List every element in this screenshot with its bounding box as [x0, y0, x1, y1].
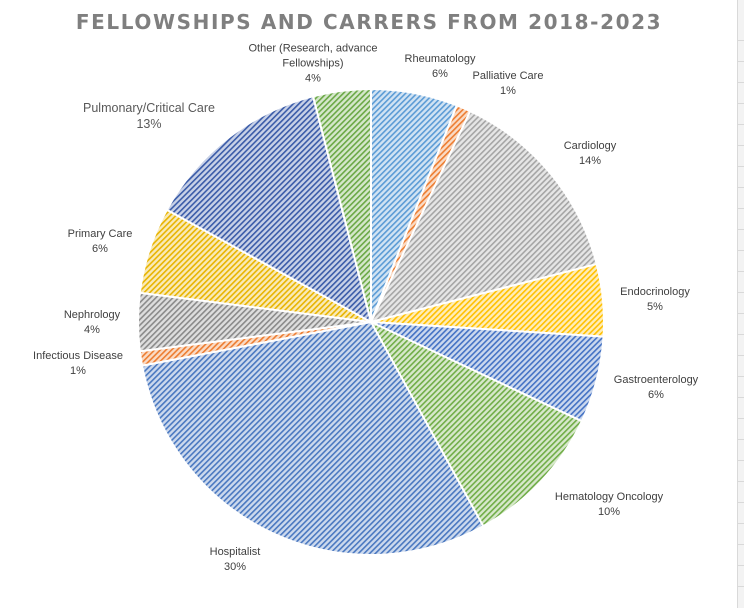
slice-label-gastroenterology-name: Gastroenterology — [613, 374, 699, 386]
pie-slice-other-research-advance-fellowships — [311, 87, 372, 323]
slice-label-gastroenterology: Gastroenterology 6% — [614, 373, 698, 403]
slice-label-primary-care-name: Primary Care — [67, 228, 133, 240]
slice-label-pulmonary-critical-care: Pulmonary/Critical Care 13% — [83, 100, 215, 132]
slice-label-other-value: 4% — [305, 72, 321, 85]
slice-label-cardiology-name: Cardiology — [563, 140, 617, 152]
pie-slice-pulmonary-critical-care — [165, 95, 373, 324]
slice-label-endocrinology-name: Endocrinology — [620, 286, 690, 298]
slice-label-palliative-care: Palliative Care 1% — [473, 69, 544, 99]
slice-label-primary-care-value: 6% — [92, 243, 108, 255]
slice-label-hematology-oncology-value: 10% — [597, 506, 621, 518]
slice-label-nephrology-name: Nephrology — [63, 309, 121, 321]
slice-label-pulmonary-critical-care-value: 13% — [136, 117, 162, 131]
pie-slice-cardiology — [369, 109, 598, 324]
slice-label-infectious-disease-value: 1% — [70, 365, 86, 377]
slice-label-palliative-care-name: Palliative Care — [472, 70, 544, 82]
slice-label-primary-care: Primary Care 6% — [68, 227, 133, 257]
slice-label-hematology-oncology-name: Hematology Oncology — [554, 491, 664, 503]
slice-label-infectious-disease-name: Infectious Disease — [33, 350, 123, 362]
slice-label-rheumatology-value: 6% — [432, 68, 448, 80]
slice-label-nephrology-value: 4% — [84, 324, 100, 336]
pie-slice-hospitalist — [140, 320, 485, 556]
slice-label-pulmonary-critical-care-name: Pulmonary/Critical Care — [83, 101, 215, 115]
pie-slices — [137, 87, 605, 556]
slice-label-gastroenterology-value: 6% — [648, 389, 664, 401]
slice-label-rheumatology-name: Rheumatology — [404, 53, 476, 65]
slice-label-rheumatology: Rheumatology 6% — [405, 52, 476, 82]
slice-label-infectious-disease: Infectious Disease 1% — [33, 349, 123, 379]
slice-label-nephrology: Nephrology 4% — [64, 308, 120, 338]
slice-label-endocrinology-value: 5% — [647, 301, 663, 313]
slice-label-endocrinology: Endocrinology 5% — [620, 285, 690, 315]
slice-label-hospitalist: Hospitalist 30% — [210, 545, 261, 575]
worksheet-edge — [737, 0, 744, 608]
slice-label-other: Other (Research, advance Fellowships) 4% — [238, 42, 388, 87]
slice-label-hospitalist-name: Hospitalist — [209, 546, 261, 558]
slice-label-hematology-oncology: Hematology Oncology 10% — [555, 490, 663, 520]
slice-label-hospitalist-value: 30% — [223, 561, 247, 573]
slice-label-other-name: Other (Research, advance Fellowships) — [248, 42, 378, 70]
pie-slice-hematology-oncology — [368, 319, 584, 528]
chart-title: FELLOWSHIPS AND CARRERS FROM 2018-2023 — [75, 10, 663, 34]
slice-label-cardiology: Cardiology 14% — [564, 139, 617, 169]
slice-label-cardiology-value: 14% — [578, 155, 602, 167]
slice-label-palliative-care-value: 1% — [500, 85, 516, 97]
